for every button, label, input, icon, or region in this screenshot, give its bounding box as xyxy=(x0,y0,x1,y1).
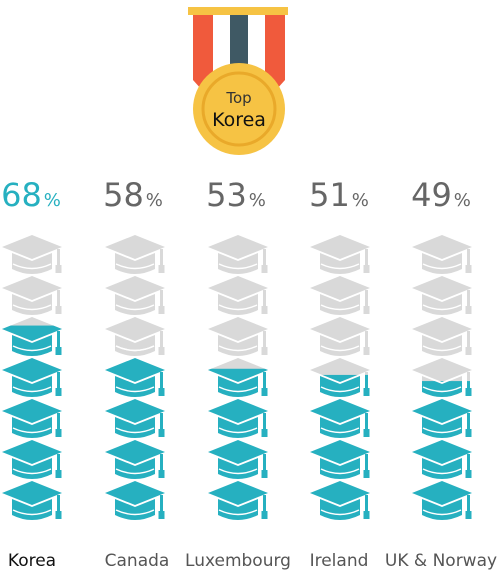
cap-icon-luxembourg-7 xyxy=(208,481,268,520)
cap-icon-luxembourg-3 xyxy=(208,317,268,356)
medal: Top Korea xyxy=(188,7,288,155)
category-label-uk-norway: UK & Norway xyxy=(385,551,497,570)
ribbon-right xyxy=(265,15,285,90)
medal-disc xyxy=(193,63,285,155)
medal-top-label: Top xyxy=(225,89,251,107)
cap-icon-korea-1 xyxy=(2,235,62,274)
cap-icon-uk-norway-4 xyxy=(412,358,472,397)
medal-winner-label: Korea xyxy=(212,109,266,131)
cap-icon-ireland-4 xyxy=(310,358,370,397)
cap-icon-uk-norway-1 xyxy=(412,235,472,274)
icon-grid xyxy=(2,235,472,520)
ribbon-left xyxy=(193,15,213,90)
cap-icon-ireland-5 xyxy=(310,399,370,438)
cap-icon-uk-norway-5 xyxy=(412,399,472,438)
category-label-ireland: Ireland xyxy=(310,551,369,570)
cap-icon-korea-3 xyxy=(2,317,62,356)
cap-icon-ireland-2 xyxy=(310,276,370,315)
cap-icon-canada-4 xyxy=(105,358,165,397)
ribbon-bar xyxy=(188,7,288,15)
cap-icon-ireland-3 xyxy=(310,317,370,356)
cap-icon-luxembourg-4 xyxy=(208,358,268,397)
cap-icon-uk-norway-6 xyxy=(412,440,472,479)
cap-icon-ireland-1 xyxy=(310,235,370,274)
cap-icon-luxembourg-2 xyxy=(208,276,268,315)
cap-icon-korea-7 xyxy=(2,481,62,520)
cap-icon-korea-5 xyxy=(2,399,62,438)
cap-icon-luxembourg-6 xyxy=(208,440,268,479)
percent-label-ireland: 51% xyxy=(309,176,369,214)
cap-icon-korea-4 xyxy=(2,358,62,397)
cap-icon-korea-6 xyxy=(2,440,62,479)
percent-label-luxembourg: 53% xyxy=(206,176,266,214)
cap-icon-uk-norway-7 xyxy=(412,481,472,520)
percent-label-korea: 68% xyxy=(1,176,61,214)
cap-icon-canada-3 xyxy=(105,317,165,356)
cap-icon-luxembourg-1 xyxy=(208,235,268,274)
percent-label-uk-norway: 49% xyxy=(411,176,471,214)
category-label-korea: Korea xyxy=(8,551,56,570)
cap-icon-canada-6 xyxy=(105,440,165,479)
category-label-luxembourg: Luxembourg xyxy=(185,551,291,570)
cap-icon-uk-norway-2 xyxy=(412,276,472,315)
cap-icon-canada-5 xyxy=(105,399,165,438)
cap-icon-canada-1 xyxy=(105,235,165,274)
percent-labels: 68% 58% 53% 51% 49% xyxy=(1,176,471,214)
cap-icon-canada-7 xyxy=(105,481,165,520)
percent-label-canada: 58% xyxy=(103,176,163,214)
cap-icon-canada-2 xyxy=(105,276,165,315)
cap-icon-uk-norway-3 xyxy=(412,317,472,356)
cap-icon-korea-2 xyxy=(2,276,62,315)
cap-icon-luxembourg-5 xyxy=(208,399,268,438)
category-label-canada: Canada xyxy=(105,551,170,570)
medal-inner-ring xyxy=(201,71,277,147)
category-labels: Korea Canada Luxembourg Ireland UK & Nor… xyxy=(8,551,497,570)
cap-icon-ireland-6 xyxy=(310,440,370,479)
cap-icon-ireland-7 xyxy=(310,481,370,520)
ribbon-center xyxy=(230,15,248,78)
